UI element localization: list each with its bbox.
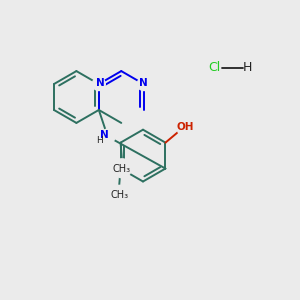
Circle shape — [177, 120, 194, 137]
Circle shape — [112, 159, 131, 178]
Circle shape — [100, 129, 115, 144]
Circle shape — [92, 78, 105, 91]
Text: H: H — [242, 61, 252, 74]
Circle shape — [137, 78, 150, 91]
Text: OH: OH — [177, 122, 194, 132]
Text: N: N — [96, 78, 104, 88]
Text: N: N — [100, 130, 109, 140]
Text: CH₃: CH₃ — [113, 164, 131, 174]
Text: CH₃: CH₃ — [110, 190, 128, 200]
Circle shape — [110, 185, 128, 203]
Text: H: H — [96, 136, 103, 145]
Text: Cl: Cl — [209, 61, 221, 74]
Text: N: N — [139, 78, 148, 88]
